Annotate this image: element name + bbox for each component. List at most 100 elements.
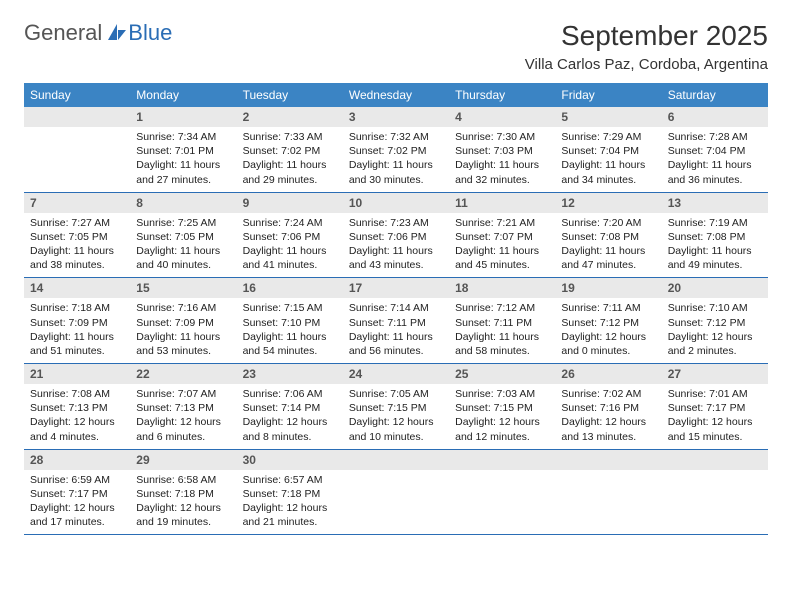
calendar-cell: 20Sunrise: 7:10 AMSunset: 7:12 PMDayligh… bbox=[662, 278, 768, 363]
calendar-cell: 8Sunrise: 7:25 AMSunset: 7:05 PMDaylight… bbox=[130, 193, 236, 278]
calendar-cell: 29Sunrise: 6:58 AMSunset: 7:18 PMDayligh… bbox=[130, 450, 236, 535]
title-block: September 2025 Villa Carlos Paz, Cordoba… bbox=[525, 20, 768, 73]
day-number: 24 bbox=[343, 364, 449, 384]
day-number: 29 bbox=[130, 450, 236, 470]
calendar-cell bbox=[343, 450, 449, 535]
day-number: 20 bbox=[662, 278, 768, 298]
day-number: 12 bbox=[555, 193, 661, 213]
calendar-cell: 16Sunrise: 7:15 AMSunset: 7:10 PMDayligh… bbox=[237, 278, 343, 363]
day-details: Sunrise: 7:34 AMSunset: 7:01 PMDaylight:… bbox=[130, 127, 236, 192]
day-details: Sunrise: 7:16 AMSunset: 7:09 PMDaylight:… bbox=[130, 298, 236, 363]
calendar-cell: 30Sunrise: 6:57 AMSunset: 7:18 PMDayligh… bbox=[237, 450, 343, 535]
calendar-cell: 1Sunrise: 7:34 AMSunset: 7:01 PMDaylight… bbox=[130, 107, 236, 192]
day-details: Sunrise: 7:07 AMSunset: 7:13 PMDaylight:… bbox=[130, 384, 236, 449]
calendar-week: 1Sunrise: 7:34 AMSunset: 7:01 PMDaylight… bbox=[24, 107, 768, 193]
weekday-header-row: SundayMondayTuesdayWednesdayThursdayFrid… bbox=[24, 83, 768, 107]
day-details: Sunrise: 7:20 AMSunset: 7:08 PMDaylight:… bbox=[555, 213, 661, 278]
day-number: 25 bbox=[449, 364, 555, 384]
calendar: SundayMondayTuesdayWednesdayThursdayFrid… bbox=[24, 83, 768, 535]
day-details: Sunrise: 7:02 AMSunset: 7:16 PMDaylight:… bbox=[555, 384, 661, 449]
calendar-cell: 27Sunrise: 7:01 AMSunset: 7:17 PMDayligh… bbox=[662, 364, 768, 449]
calendar-week: 7Sunrise: 7:27 AMSunset: 7:05 PMDaylight… bbox=[24, 193, 768, 279]
weekday-header: Friday bbox=[555, 83, 661, 107]
day-details: Sunrise: 7:15 AMSunset: 7:10 PMDaylight:… bbox=[237, 298, 343, 363]
calendar-cell bbox=[555, 450, 661, 535]
day-number: 6 bbox=[662, 107, 768, 127]
day-details: Sunrise: 7:18 AMSunset: 7:09 PMDaylight:… bbox=[24, 298, 130, 363]
calendar-cell bbox=[662, 450, 768, 535]
logo: General Blue bbox=[24, 20, 172, 46]
day-number: 14 bbox=[24, 278, 130, 298]
day-details: Sunrise: 7:21 AMSunset: 7:07 PMDaylight:… bbox=[449, 213, 555, 278]
day-number: 26 bbox=[555, 364, 661, 384]
day-details: Sunrise: 7:24 AMSunset: 7:06 PMDaylight:… bbox=[237, 213, 343, 278]
calendar-cell: 19Sunrise: 7:11 AMSunset: 7:12 PMDayligh… bbox=[555, 278, 661, 363]
day-details: Sunrise: 7:25 AMSunset: 7:05 PMDaylight:… bbox=[130, 213, 236, 278]
location-text: Villa Carlos Paz, Cordoba, Argentina bbox=[525, 56, 768, 73]
day-number: 16 bbox=[237, 278, 343, 298]
day-number-empty bbox=[449, 450, 555, 470]
logo-text-blue: Blue bbox=[128, 20, 172, 46]
weekday-header: Monday bbox=[130, 83, 236, 107]
day-number-empty bbox=[343, 450, 449, 470]
day-details: Sunrise: 7:12 AMSunset: 7:11 PMDaylight:… bbox=[449, 298, 555, 363]
calendar-cell: 26Sunrise: 7:02 AMSunset: 7:16 PMDayligh… bbox=[555, 364, 661, 449]
calendar-week: 14Sunrise: 7:18 AMSunset: 7:09 PMDayligh… bbox=[24, 278, 768, 364]
calendar-week: 21Sunrise: 7:08 AMSunset: 7:13 PMDayligh… bbox=[24, 364, 768, 450]
day-details: Sunrise: 7:01 AMSunset: 7:17 PMDaylight:… bbox=[662, 384, 768, 449]
day-details: Sunrise: 7:33 AMSunset: 7:02 PMDaylight:… bbox=[237, 127, 343, 192]
day-details: Sunrise: 7:30 AMSunset: 7:03 PMDaylight:… bbox=[449, 127, 555, 192]
day-number: 21 bbox=[24, 364, 130, 384]
calendar-cell: 17Sunrise: 7:14 AMSunset: 7:11 PMDayligh… bbox=[343, 278, 449, 363]
day-number: 7 bbox=[24, 193, 130, 213]
calendar-cell: 11Sunrise: 7:21 AMSunset: 7:07 PMDayligh… bbox=[449, 193, 555, 278]
calendar-weeks: 1Sunrise: 7:34 AMSunset: 7:01 PMDaylight… bbox=[24, 107, 768, 535]
calendar-cell: 14Sunrise: 7:18 AMSunset: 7:09 PMDayligh… bbox=[24, 278, 130, 363]
day-details: Sunrise: 7:28 AMSunset: 7:04 PMDaylight:… bbox=[662, 127, 768, 192]
day-number: 23 bbox=[237, 364, 343, 384]
day-number: 11 bbox=[449, 193, 555, 213]
day-details: Sunrise: 7:32 AMSunset: 7:02 PMDaylight:… bbox=[343, 127, 449, 192]
logo-sail-icon bbox=[106, 22, 128, 44]
calendar-cell: 24Sunrise: 7:05 AMSunset: 7:15 PMDayligh… bbox=[343, 364, 449, 449]
page-header: General Blue September 2025 Villa Carlos… bbox=[24, 20, 768, 73]
logo-text-general: General bbox=[24, 20, 102, 46]
day-details: Sunrise: 7:29 AMSunset: 7:04 PMDaylight:… bbox=[555, 127, 661, 192]
day-number: 27 bbox=[662, 364, 768, 384]
day-number: 13 bbox=[662, 193, 768, 213]
day-number: 15 bbox=[130, 278, 236, 298]
day-details: Sunrise: 7:14 AMSunset: 7:11 PMDaylight:… bbox=[343, 298, 449, 363]
day-number: 17 bbox=[343, 278, 449, 298]
weekday-header: Wednesday bbox=[343, 83, 449, 107]
day-number: 28 bbox=[24, 450, 130, 470]
day-details: Sunrise: 6:58 AMSunset: 7:18 PMDaylight:… bbox=[130, 470, 236, 535]
weekday-header: Sunday bbox=[24, 83, 130, 107]
day-number: 10 bbox=[343, 193, 449, 213]
day-details: Sunrise: 7:19 AMSunset: 7:08 PMDaylight:… bbox=[662, 213, 768, 278]
day-number: 3 bbox=[343, 107, 449, 127]
day-details: Sunrise: 6:59 AMSunset: 7:17 PMDaylight:… bbox=[24, 470, 130, 535]
weekday-header: Saturday bbox=[662, 83, 768, 107]
day-details: Sunrise: 7:27 AMSunset: 7:05 PMDaylight:… bbox=[24, 213, 130, 278]
calendar-week: 28Sunrise: 6:59 AMSunset: 7:17 PMDayligh… bbox=[24, 450, 768, 536]
day-details: Sunrise: 7:11 AMSunset: 7:12 PMDaylight:… bbox=[555, 298, 661, 363]
calendar-cell: 13Sunrise: 7:19 AMSunset: 7:08 PMDayligh… bbox=[662, 193, 768, 278]
calendar-cell: 2Sunrise: 7:33 AMSunset: 7:02 PMDaylight… bbox=[237, 107, 343, 192]
calendar-cell: 10Sunrise: 7:23 AMSunset: 7:06 PMDayligh… bbox=[343, 193, 449, 278]
calendar-cell: 15Sunrise: 7:16 AMSunset: 7:09 PMDayligh… bbox=[130, 278, 236, 363]
day-number: 8 bbox=[130, 193, 236, 213]
calendar-cell: 18Sunrise: 7:12 AMSunset: 7:11 PMDayligh… bbox=[449, 278, 555, 363]
calendar-cell: 3Sunrise: 7:32 AMSunset: 7:02 PMDaylight… bbox=[343, 107, 449, 192]
day-details: Sunrise: 6:57 AMSunset: 7:18 PMDaylight:… bbox=[237, 470, 343, 535]
day-number-empty bbox=[24, 107, 130, 127]
weekday-header: Thursday bbox=[449, 83, 555, 107]
day-number: 19 bbox=[555, 278, 661, 298]
day-number: 18 bbox=[449, 278, 555, 298]
day-details: Sunrise: 7:05 AMSunset: 7:15 PMDaylight:… bbox=[343, 384, 449, 449]
day-number-empty bbox=[555, 450, 661, 470]
calendar-cell: 23Sunrise: 7:06 AMSunset: 7:14 PMDayligh… bbox=[237, 364, 343, 449]
day-details: Sunrise: 7:08 AMSunset: 7:13 PMDaylight:… bbox=[24, 384, 130, 449]
calendar-cell: 9Sunrise: 7:24 AMSunset: 7:06 PMDaylight… bbox=[237, 193, 343, 278]
calendar-cell bbox=[24, 107, 130, 192]
calendar-cell: 22Sunrise: 7:07 AMSunset: 7:13 PMDayligh… bbox=[130, 364, 236, 449]
